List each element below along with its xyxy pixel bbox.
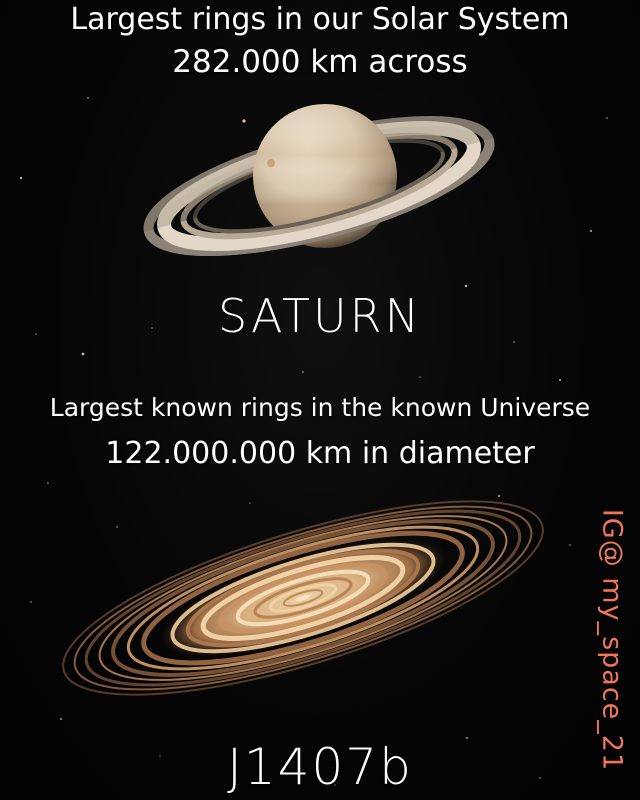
j1407b-measure: 122.000.000 km in diameter (105, 436, 535, 471)
saturn-measure: 282.000 km across (172, 44, 468, 80)
j1407b-name: J1407b (227, 738, 413, 796)
instagram-watermark: IG@ my_space_21 (596, 508, 628, 772)
saturn-headline: Largest rings in our Solar System (70, 2, 570, 37)
j1407b-headline: Largest known rings in the known Univers… (49, 393, 591, 422)
saturn-name: SATURN (217, 289, 423, 343)
